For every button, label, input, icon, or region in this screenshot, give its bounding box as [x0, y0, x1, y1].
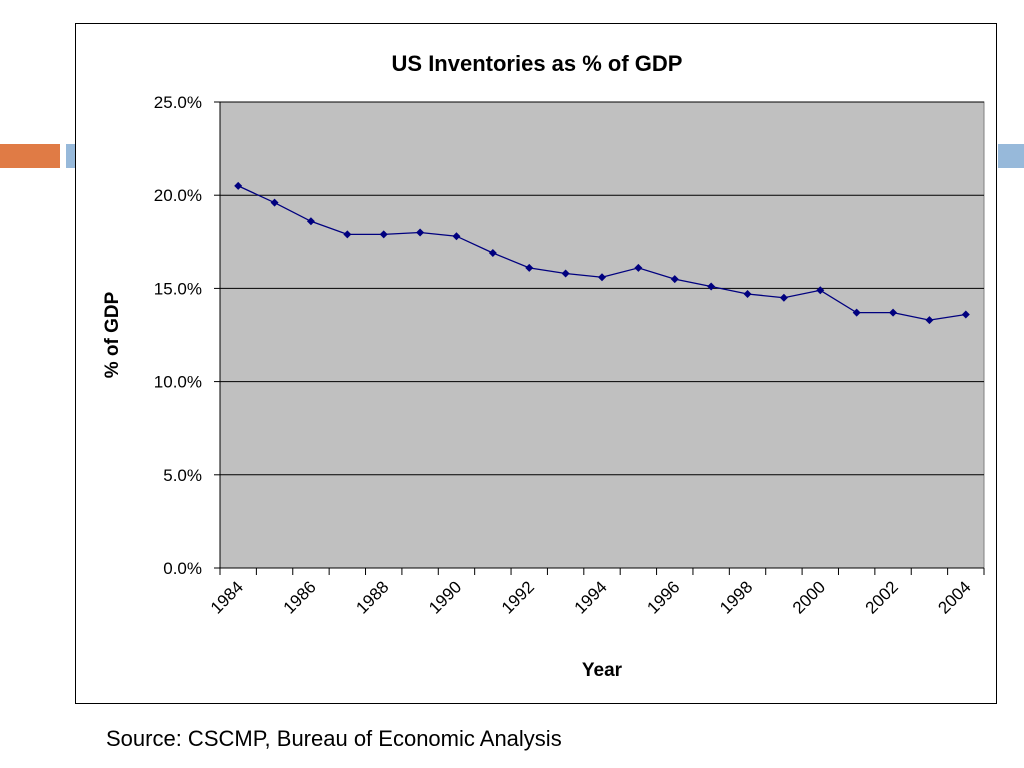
x-tick-label: 1996	[643, 577, 683, 617]
accent-bar-blue-right	[998, 144, 1024, 168]
data-point-marker	[670, 275, 679, 284]
data-point-marker	[961, 310, 970, 319]
y-tick-label: 20.0%	[154, 186, 202, 205]
data-point-marker	[852, 308, 861, 317]
chart-title: US Inventories as % of GDP	[392, 51, 683, 76]
data-point-marker	[743, 289, 752, 298]
x-tick-label: 2002	[862, 577, 902, 617]
x-tick-label: 1992	[498, 577, 538, 617]
accent-bar-blue-left	[66, 144, 76, 168]
line-chart: 0.0% 5.0% 10.0% 15.0% 20.0% 25.0% 1984 1986 1988…	[102, 51, 985, 681]
data-point-marker	[234, 181, 243, 190]
x-tick-label: 2004	[934, 577, 974, 617]
data-point-marker	[270, 198, 279, 207]
data-point-marker	[416, 228, 425, 237]
accent-bar-orange	[0, 144, 60, 168]
data-point-marker	[379, 230, 388, 239]
data-point-marker	[779, 293, 788, 302]
data-point-marker	[925, 316, 934, 325]
data-point-marker	[634, 263, 643, 272]
data-point-marker	[488, 248, 497, 257]
x-tick-label: 1994	[571, 577, 611, 617]
x-tick-label: 1988	[352, 577, 392, 617]
x-tick-label: 2000	[789, 577, 829, 617]
y-tick-label: 5.0%	[163, 466, 202, 485]
x-tick-label: 1990	[425, 577, 465, 617]
plot-area	[219, 101, 985, 569]
y-tick-label: 0.0%	[163, 559, 202, 578]
data-point-marker	[452, 232, 461, 241]
x-tick-label: 1998	[716, 577, 756, 617]
y-tick-label: 15.0%	[154, 279, 202, 298]
data-point-marker	[343, 230, 352, 239]
data-point-marker	[707, 282, 716, 291]
x-axis-title: Year	[582, 660, 623, 681]
data-point-marker	[816, 286, 825, 295]
y-tick-label: 25.0%	[154, 93, 202, 112]
data-point-marker	[889, 308, 898, 317]
y-tick-label: 10.0%	[154, 373, 202, 392]
data-point-marker	[561, 269, 570, 278]
data-point-marker	[306, 217, 315, 226]
chart-frame: 0.0% 5.0% 10.0% 15.0% 20.0% 25.0% 1984 1986 1988…	[75, 23, 997, 704]
data-point-marker	[598, 273, 606, 282]
y-axis-title: % of GDP	[102, 291, 123, 378]
x-tick-label: 1986	[280, 577, 320, 617]
data-point-marker	[525, 263, 534, 272]
source-note: Source: CSCMP, Bureau of Economic Analys…	[106, 726, 562, 751]
x-tick-label: 1984	[207, 577, 247, 617]
